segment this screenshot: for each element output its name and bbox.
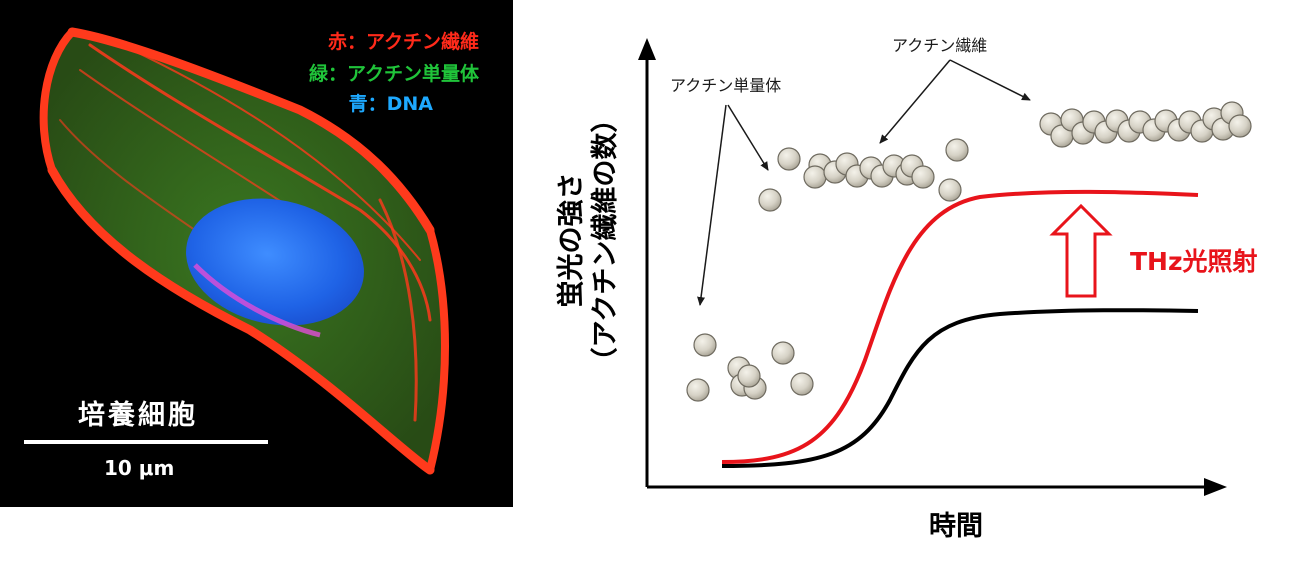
x-axis-arrowhead bbox=[1204, 478, 1227, 496]
long-filament bbox=[1039, 101, 1252, 148]
scale-bar bbox=[24, 440, 268, 444]
x-axis-label: 時間 bbox=[929, 511, 983, 542]
thz-arrow bbox=[1049, 203, 1113, 298]
y-axis-arrowhead bbox=[638, 38, 656, 60]
baseline-curve bbox=[721, 308, 1199, 468]
arrow-filament-left bbox=[879, 59, 951, 144]
monomer-label: アクチン単量体 bbox=[670, 76, 781, 95]
thz-label: THz光照射 bbox=[1130, 247, 1258, 276]
monomer-cluster-mid bbox=[758, 138, 969, 212]
arrow-filament-right bbox=[949, 59, 1031, 101]
fluorescence-micrograph: 赤：アクチン繊維 緑：アクチン単量体 青：DNA 培養細胞 10 μm bbox=[0, 0, 513, 507]
y-axis-label: 蛍光の強さ bbox=[556, 173, 587, 308]
magenta-edge bbox=[193, 263, 321, 338]
legend-red-actin-filament: 赤：アクチン繊維 bbox=[327, 31, 479, 53]
y-axis-sublabel: （アクチン繊維の数） bbox=[589, 106, 621, 375]
polymerization-diagram: 蛍光の強さ （アクチン繊維の数） 時間 THz光照射 アクチン単量体 アクチン繊… bbox=[556, 36, 1258, 542]
legend-blue-dna: 青：DNA bbox=[348, 93, 433, 115]
monomer-cluster-low bbox=[686, 333, 814, 402]
scale-label: 10 μm bbox=[104, 456, 175, 480]
thz-curve bbox=[721, 189, 1199, 464]
sample-label: 培養細胞 bbox=[78, 400, 198, 431]
arrow-monomer-bottom bbox=[697, 104, 727, 306]
cell-image bbox=[39, 27, 449, 475]
short-filament bbox=[803, 152, 935, 189]
legend-green-actin-monomer: 緑：アクチン単量体 bbox=[308, 63, 479, 85]
filament-label: アクチン繊維 bbox=[892, 36, 987, 55]
arrow-monomer-top bbox=[727, 104, 769, 171]
